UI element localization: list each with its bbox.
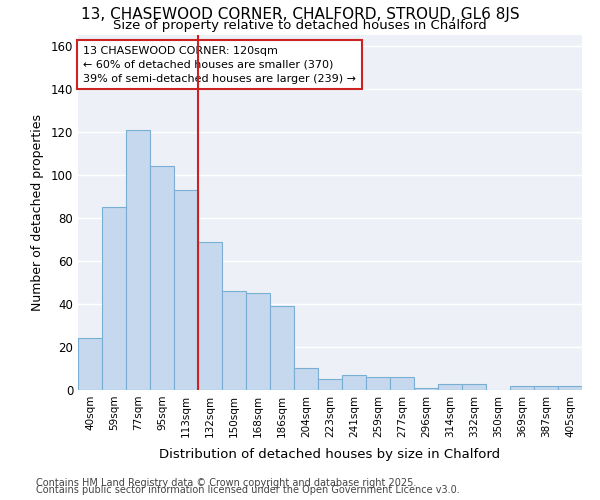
Bar xyxy=(414,388,438,390)
Bar xyxy=(438,384,462,390)
Bar xyxy=(294,368,318,390)
Bar xyxy=(366,377,390,390)
Text: 13 CHASEWOOD CORNER: 120sqm
← 60% of detached houses are smaller (370)
39% of se: 13 CHASEWOOD CORNER: 120sqm ← 60% of det… xyxy=(83,46,356,84)
Bar xyxy=(270,306,294,390)
Bar xyxy=(102,207,126,390)
Bar xyxy=(126,130,150,390)
Bar xyxy=(558,386,582,390)
Text: Contains public sector information licensed under the Open Government Licence v3: Contains public sector information licen… xyxy=(36,485,460,495)
Bar xyxy=(534,386,558,390)
Bar xyxy=(150,166,174,390)
X-axis label: Distribution of detached houses by size in Chalford: Distribution of detached houses by size … xyxy=(160,448,500,461)
Bar xyxy=(462,384,486,390)
Bar xyxy=(78,338,102,390)
Bar xyxy=(390,377,414,390)
Y-axis label: Number of detached properties: Number of detached properties xyxy=(31,114,44,311)
Text: Size of property relative to detached houses in Chalford: Size of property relative to detached ho… xyxy=(113,18,487,32)
Text: 13, CHASEWOOD CORNER, CHALFORD, STROUD, GL6 8JS: 13, CHASEWOOD CORNER, CHALFORD, STROUD, … xyxy=(80,8,520,22)
Bar xyxy=(318,379,342,390)
Text: Contains HM Land Registry data © Crown copyright and database right 2025.: Contains HM Land Registry data © Crown c… xyxy=(36,478,416,488)
Bar xyxy=(342,375,366,390)
Bar xyxy=(246,293,270,390)
Bar xyxy=(174,190,198,390)
Bar xyxy=(198,242,222,390)
Bar xyxy=(222,291,246,390)
Bar xyxy=(510,386,534,390)
